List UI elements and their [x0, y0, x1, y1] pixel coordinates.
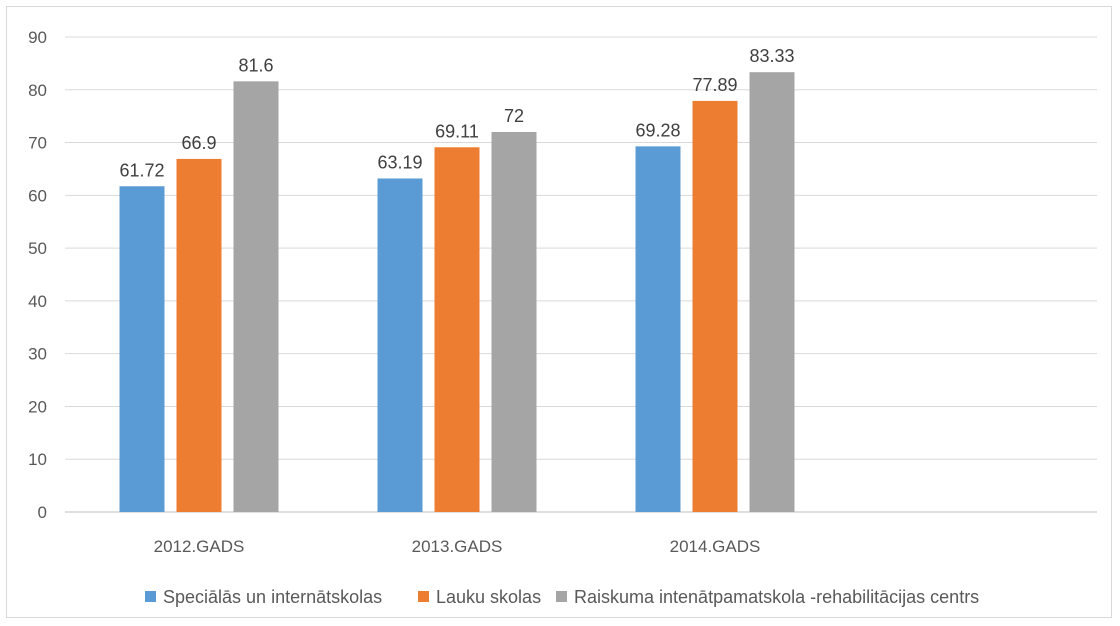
data-label: 63.19 [377, 152, 422, 172]
legend-label: Lauku skolas [436, 587, 541, 607]
y-axis: 0 10 20 30 40 50 60 70 80 90 [28, 28, 47, 522]
y-tick-label: 50 [28, 239, 47, 258]
bar [635, 146, 681, 512]
y-tick-label: 70 [28, 134, 47, 153]
legend-label: Raiskuma intenātpamatskola -rehabilitāci… [574, 587, 979, 607]
data-label: 61.72 [119, 160, 164, 180]
bar [176, 158, 222, 512]
y-tick-label: 0 [38, 503, 47, 522]
data-labels: 61.72 66.9 81.6 63.19 69.11 72 69.28 77.89 83.33 [119, 46, 794, 180]
x-tick-label: 2013.GADS [412, 537, 503, 556]
bar [434, 147, 480, 512]
y-tick-label: 80 [28, 81, 47, 100]
x-tick-label: 2012.GADS [154, 537, 245, 556]
bars [119, 72, 795, 513]
bar [692, 100, 738, 513]
y-tick-label: 90 [28, 28, 47, 47]
bar [491, 132, 537, 512]
y-tick-label: 30 [28, 345, 47, 364]
bar [377, 178, 423, 512]
legend-swatch [418, 591, 429, 602]
x-tick-label: 2014.GADS [670, 537, 761, 556]
y-tick-label: 60 [28, 186, 47, 205]
data-label: 69.11 [435, 121, 479, 141]
data-label: 77.89 [692, 75, 737, 95]
x-axis: 2012.GADS 2013.GADS 2014.GADS [154, 537, 761, 556]
legend-swatch [556, 591, 567, 602]
data-label: 72 [504, 106, 524, 126]
data-label: 69.28 [635, 120, 680, 140]
data-label: 81.6 [238, 55, 273, 75]
bar [119, 186, 165, 512]
bar [749, 72, 795, 513]
legend-swatch [145, 591, 156, 602]
data-label: 83.33 [749, 46, 794, 66]
legend-label: Speciālās un internātskolas [163, 587, 382, 607]
data-label: 66.9 [181, 133, 216, 153]
legend: Speciālās un internātskolas Lauku skolas R… [145, 587, 979, 607]
y-tick-label: 20 [28, 397, 47, 416]
y-tick-label: 10 [28, 450, 47, 469]
bar [233, 81, 279, 512]
y-tick-label: 40 [28, 292, 47, 311]
